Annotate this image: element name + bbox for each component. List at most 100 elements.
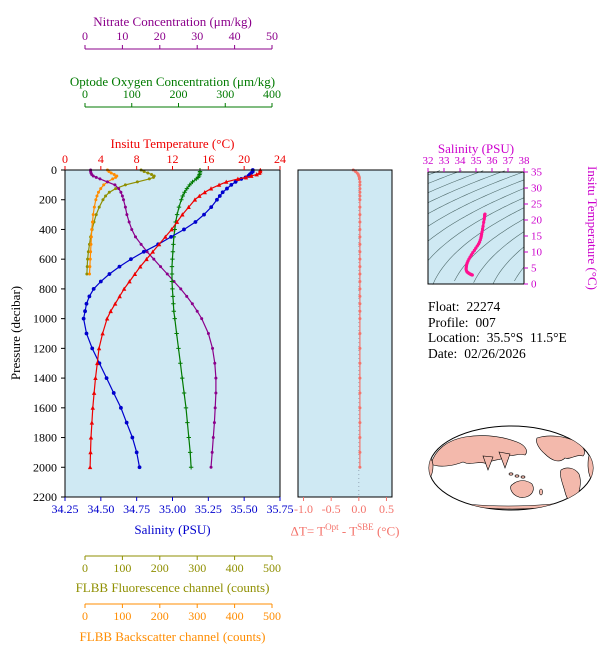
- pressure-axis-tick-label: 200: [39, 193, 57, 207]
- ts-temperature-axis-title: Insitu Temperature (°C): [585, 166, 600, 290]
- series-nitrate: [89, 168, 218, 469]
- float-value: 22274: [466, 299, 501, 314]
- pressure-axis-tick-label: 400: [39, 222, 57, 236]
- nitrate-axis-tick-label: 10: [116, 29, 128, 43]
- ts-temperature-axis-tick-label: 25: [531, 199, 543, 211]
- ts-salinity-axis-tick-label: 32: [423, 155, 434, 167]
- ts-temperature-axis-tick-label: 10: [531, 247, 543, 259]
- backscatter-axis-tick-label: 500: [263, 609, 281, 623]
- location-row: Location: 35.5°S 11.5°E: [428, 330, 567, 346]
- series-ts-curve: [464, 212, 487, 277]
- ts-salinity-axis: 32 33 34 35 36 37 38: [423, 155, 531, 172]
- fluorescence-axis-tick-label: 500: [263, 561, 281, 575]
- delta-t-plot-area: [298, 170, 392, 497]
- delta-t-axis-tick-label: 0.5: [379, 502, 394, 516]
- nitrate-axis-tick-label: 0: [82, 29, 88, 43]
- delta-t-axis: -1.0 -0.5 0.0 0.5: [294, 497, 394, 516]
- backscatter-axis: 0 100 200 300 400 500: [82, 603, 281, 623]
- ts-salinity-axis-title: Salinity (PSU): [437, 141, 515, 156]
- ts-plot-area: [428, 172, 524, 284]
- salinity-axis: 34.25 34.50 34.75 35.00 35.25 35.50 35.75: [52, 497, 294, 516]
- pressure-axis-tick-label: 2200: [33, 490, 57, 504]
- profile-label: Profile:: [428, 314, 469, 330]
- fluorescence-axis-tick-label: 200: [151, 561, 169, 575]
- pressure-axis-title: Pressure (decibar): [8, 285, 23, 381]
- temperature-axis-tick-label: 8: [134, 152, 140, 166]
- oxygen-axis-tick-label: 100: [123, 87, 141, 101]
- temperature-axis-tick-label: 4: [98, 152, 104, 166]
- float-info-block: Float: 22274 Profile: 007 Location: 35.5°S …: [428, 299, 567, 361]
- nitrate-axis-tick-label: 30: [191, 29, 203, 43]
- map-land-greenland: [568, 429, 582, 439]
- pressure-axis-tick-label: 1400: [33, 371, 57, 385]
- salinity-axis-tick-label: 35.75: [267, 502, 294, 516]
- nitrate-axis-tick-label: 40: [229, 29, 241, 43]
- ts-salinity-axis-tick-label: 36: [487, 155, 499, 167]
- ts-temperature-axis-tick-label: 15: [531, 231, 543, 243]
- ts-salinity-axis-tick-label: 38: [519, 155, 531, 167]
- main-plot-area: [65, 170, 280, 497]
- backscatter-axis-tick-label: 400: [226, 609, 244, 623]
- series-backscatter: [87, 168, 119, 276]
- ts-temperature-axis-tick-label: 30: [531, 183, 543, 195]
- salinity-axis-tick-label: 34.50: [87, 502, 114, 516]
- profile-value: 007: [475, 314, 496, 330]
- oxygen-axis-tick-label: 300: [216, 87, 234, 101]
- temperature-axis-tick-label: 12: [167, 152, 179, 166]
- oxygen-axis: 0 100 200 300 400: [82, 87, 281, 108]
- temperature-axis: 0 4 8 12 16 20 24: [62, 152, 286, 170]
- backscatter-axis-tick-label: 300: [188, 609, 206, 623]
- salinity-axis-tick-label: 35.00: [159, 502, 186, 516]
- nitrate-axis-tick-label: 20: [154, 29, 166, 43]
- temperature-axis-tick-label: 20: [238, 152, 250, 166]
- nitrate-axis-tick-label: 50: [266, 29, 278, 43]
- float-label: Float:: [428, 299, 460, 314]
- pressure-axis: 0 200 400 600 800 1000 1200 1400 1600 1800 2000 220…: [33, 163, 65, 504]
- delta-t-axis-tick-label: -1.0: [294, 502, 313, 516]
- ts-temperature-axis-tick-label: 0: [531, 279, 537, 291]
- pressure-axis-tick-label: 600: [39, 252, 57, 266]
- pressure-axis-tick-label: 1200: [33, 341, 57, 355]
- ts-temperature-axis-tick-label: 35: [531, 167, 543, 179]
- world-map: [428, 425, 594, 511]
- map-land-australia: [510, 480, 534, 498]
- nitrate-axis-title: Nitrate Concentration (μm/kg): [93, 14, 252, 29]
- fluorescence-axis-tick-label: 300: [188, 561, 206, 575]
- series-temperature: [87, 168, 263, 470]
- map-land-indonesia: [514, 474, 520, 478]
- fluorescence-axis: 0 100 200 300 400 500: [82, 555, 281, 575]
- salinity-axis-title: Salinity (PSU): [134, 522, 211, 537]
- date-label: Date:: [428, 345, 458, 361]
- float-id-row: Float: 22274: [428, 299, 567, 315]
- map-land-indochina: [498, 451, 511, 469]
- oxygen-axis-tick-label: 400: [263, 87, 281, 101]
- salinity-axis-tick-label: 35.50: [231, 502, 258, 516]
- ts-salinity-axis-tick-label: 33: [439, 155, 451, 167]
- oxygen-axis-tick-label: 200: [170, 87, 188, 101]
- fluorescence-axis-tick-label: 100: [113, 561, 131, 575]
- oxygen-axis-tick-label: 0: [82, 87, 88, 101]
- backscatter-axis-tick-label: 200: [151, 609, 169, 623]
- salinity-axis-tick-label: 34.75: [123, 502, 150, 516]
- pressure-axis-tick-label: 800: [39, 282, 57, 296]
- series-oxygen: [169, 168, 203, 470]
- temperature-axis-title: Insitu Temperature (°C): [110, 136, 235, 151]
- temperature-axis-tick-label: 24: [274, 152, 286, 166]
- delta-t-axis-title: ΔT= TOpt - TSBE (°C): [290, 522, 400, 539]
- salinity-axis-tick-label: 35.25: [195, 502, 222, 516]
- delta-t-axis-tick-label: -0.5: [322, 502, 341, 516]
- salinity-axis-tick-label: 34.25: [52, 502, 79, 516]
- ts-salinity-axis-tick-label: 35: [471, 155, 483, 167]
- profile-row: Profile: 007: [428, 315, 567, 331]
- delta-t-axis-tick-label: 0.0: [351, 502, 366, 516]
- date-value: 02/26/2026: [464, 345, 526, 361]
- pressure-axis-tick-label: 1600: [33, 401, 57, 415]
- location-label: Location:: [428, 330, 480, 345]
- pressure-axis-tick-label: 2000: [33, 460, 57, 474]
- ts-salinity-axis-tick-label: 37: [503, 155, 515, 167]
- oxygen-axis-title: Optode Oxygen Concentration (μm/kg): [69, 74, 276, 89]
- backscatter-axis-tick-label: 0: [82, 609, 88, 623]
- pressure-axis-tick-label: 1800: [33, 431, 57, 445]
- delta-t-plot-border: [297, 169, 393, 498]
